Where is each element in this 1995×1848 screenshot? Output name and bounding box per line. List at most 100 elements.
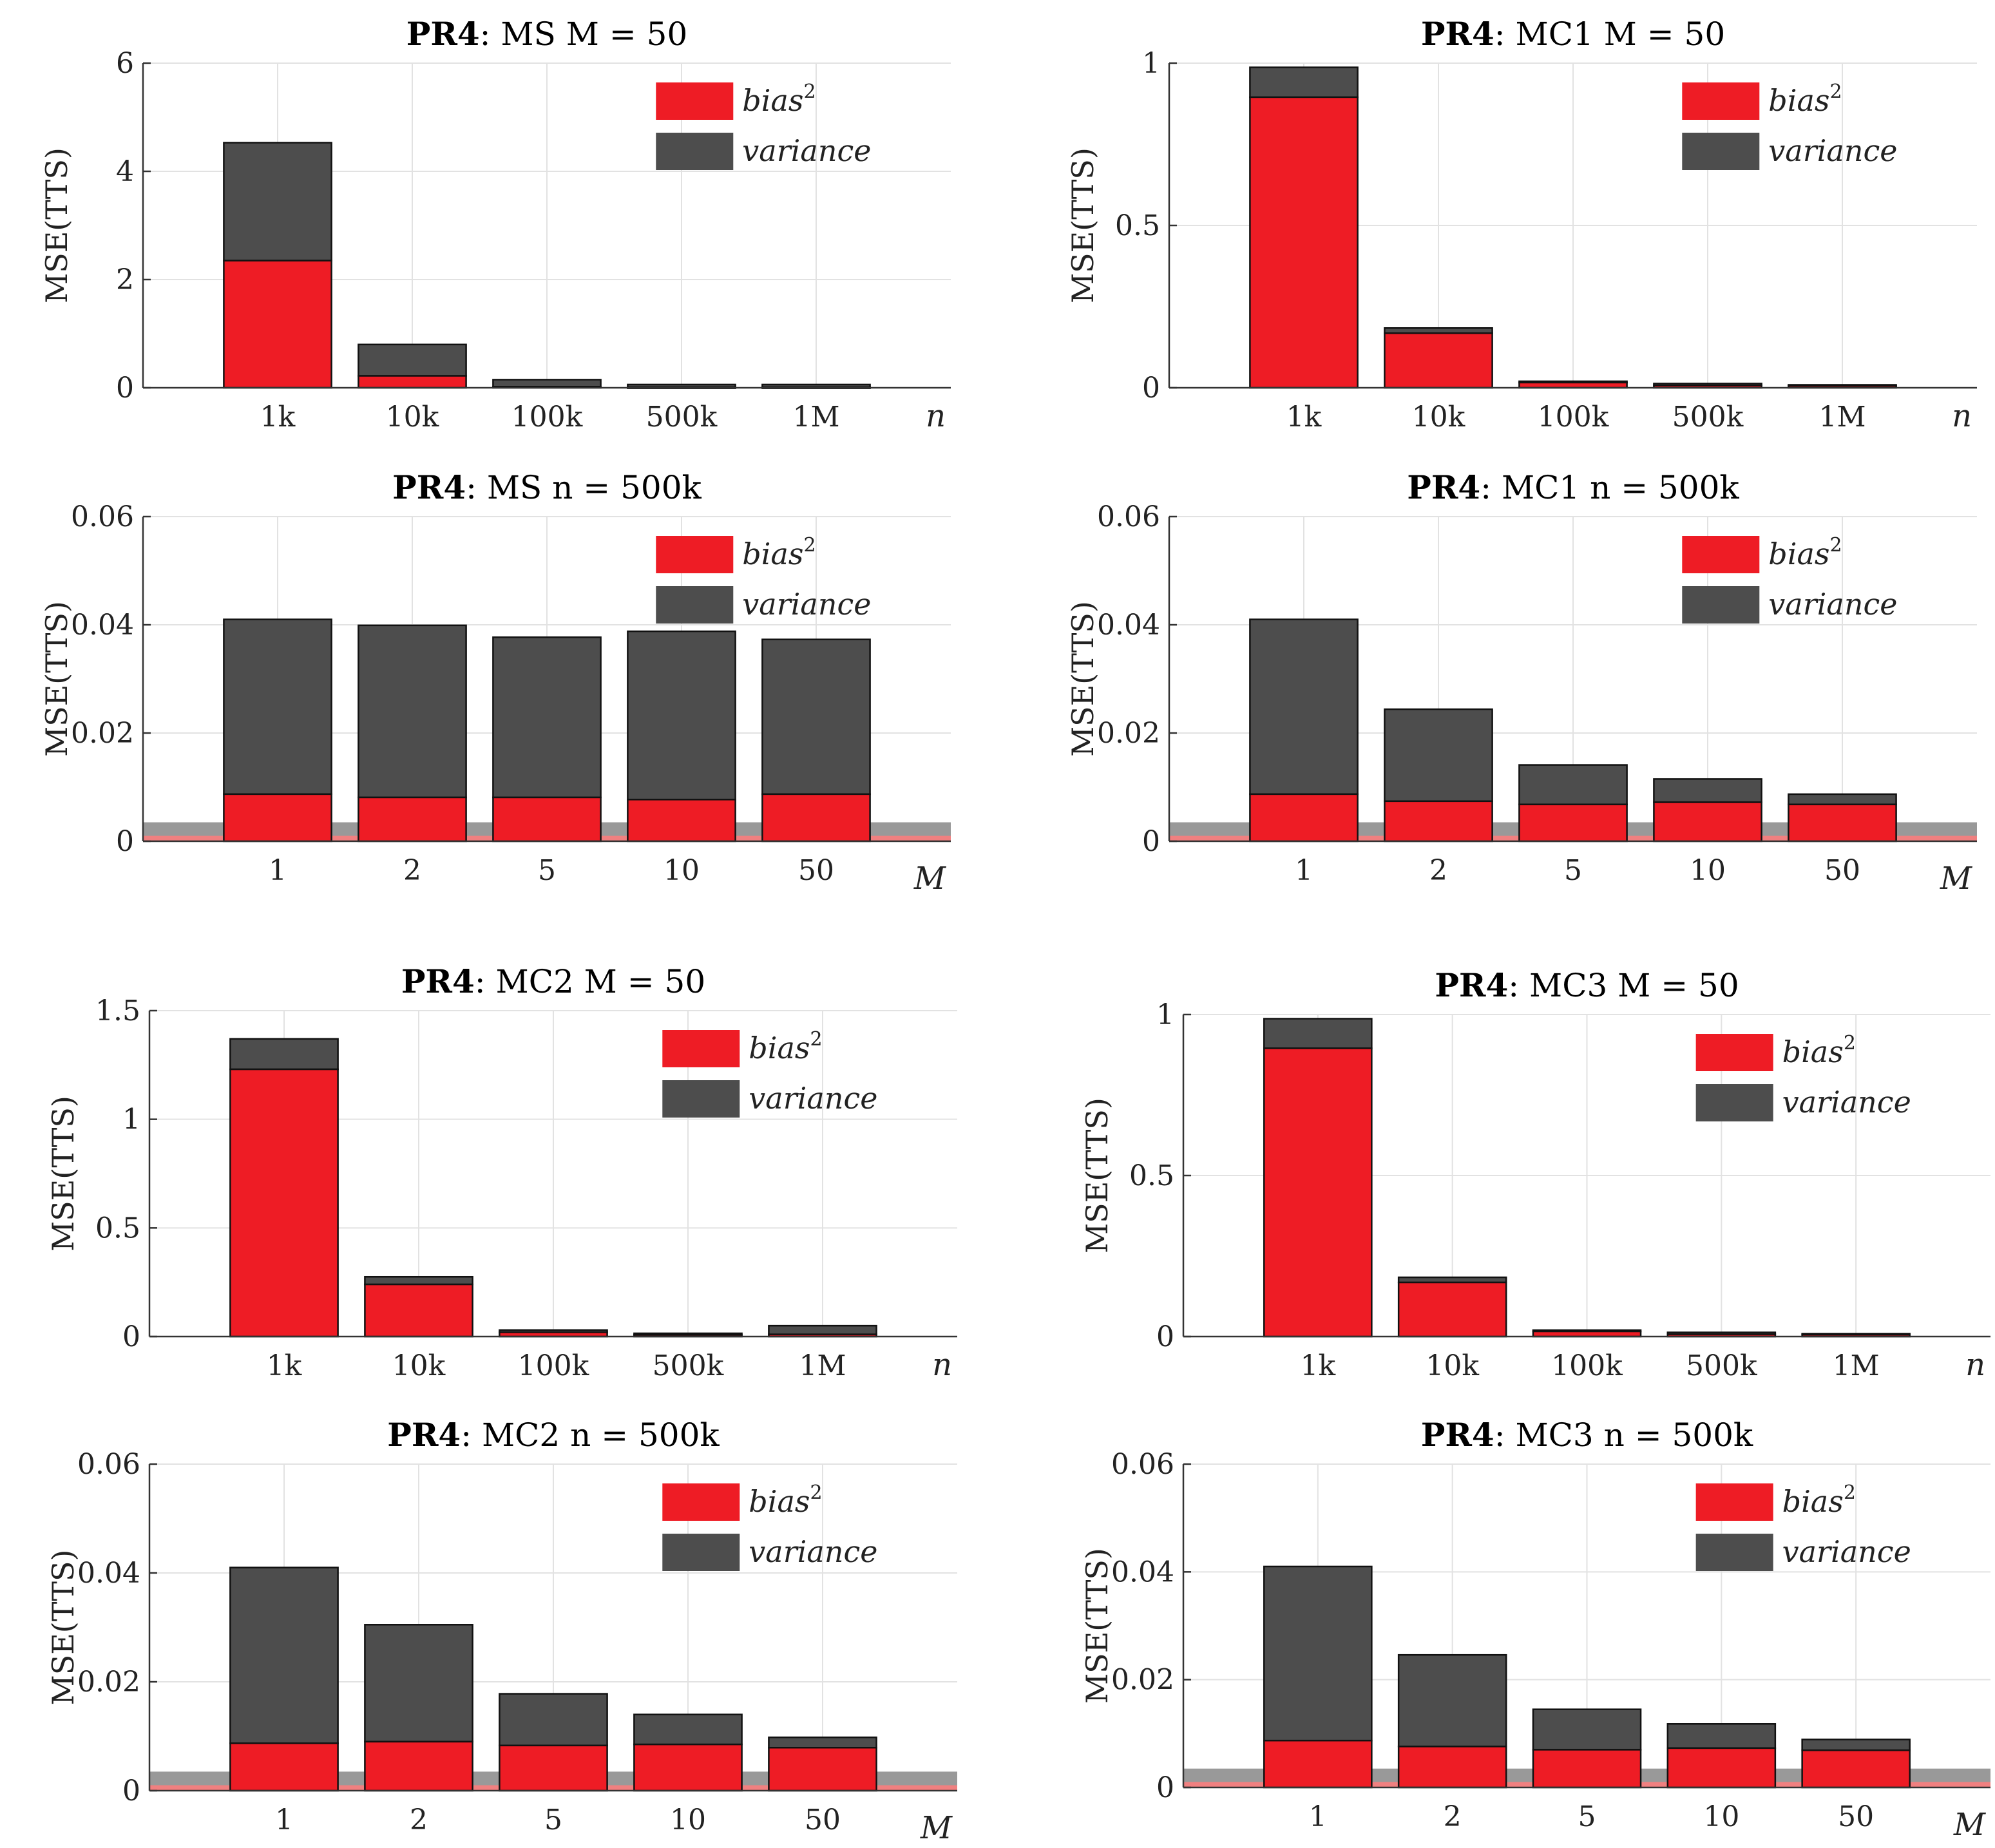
x-axis-variable: n <box>926 398 946 434</box>
x-tick-label: 5 <box>1578 1800 1596 1833</box>
x-tick-label: 10k <box>1426 1349 1479 1382</box>
legend-bias-label: bias2 <box>1768 534 1842 571</box>
bar-variance-2 <box>358 624 467 799</box>
chart-title: PR4: MS M = 50 <box>406 15 688 53</box>
x-tick-label: 100k <box>1538 401 1609 433</box>
bar-variance-10k <box>358 343 467 377</box>
legend-bias-swatch <box>656 536 734 573</box>
x-tick-label: 100k <box>518 1349 589 1382</box>
y-tick-label: 0 <box>1156 1320 1174 1353</box>
chart-title: PR4: MC1 M = 50 <box>1421 15 1725 53</box>
x-tick-label: 1k <box>260 401 296 433</box>
x-tick-label: 1k <box>267 1349 302 1382</box>
x-tick-label: 100k <box>511 401 583 433</box>
chart-title: PR4: MS n = 500k <box>392 468 702 506</box>
bar-variance-5 <box>492 636 602 799</box>
bar-variance-1 <box>223 618 332 795</box>
x-tick-label: 1M <box>792 401 839 433</box>
x-tick-label: 2 <box>1444 1800 1462 1833</box>
y-tick-label: 4 <box>116 155 134 188</box>
x-tick-label: 1k <box>1286 401 1322 433</box>
chart-title: PR4: MC2 n = 500k <box>387 1416 720 1454</box>
y-tick-label: 0.5 <box>95 1212 140 1244</box>
bar-bias-10k <box>358 375 467 389</box>
legend-variance-swatch <box>1682 586 1760 624</box>
bar-bias-50 <box>1801 1749 1911 1789</box>
x-tick-label: 10k <box>1412 401 1465 433</box>
y-tick-label: 0.02 <box>71 717 134 750</box>
chart-title: PR4: MC3 M = 50 <box>1435 966 1739 1004</box>
legend-variance-swatch <box>656 586 734 624</box>
y-tick-label: 1.5 <box>95 995 140 1027</box>
legend-variance-swatch <box>662 1080 740 1118</box>
legend-bias-label: bias2 <box>749 1481 822 1519</box>
bar-variance-1M <box>768 1324 877 1335</box>
x-tick-label: 500k <box>1686 1349 1757 1382</box>
x-tick-label: 1M <box>799 1349 846 1382</box>
chart-title: PR4: MC3 n = 500k <box>1421 1416 1753 1454</box>
bar-variance-10 <box>1653 778 1762 803</box>
bar-bias-50 <box>1788 803 1897 843</box>
x-tick-label: 1 <box>1295 854 1313 887</box>
legend-bias-label: bias2 <box>1782 1481 1856 1519</box>
chart-ms-M50: PR4: MS M = 50 1k 10k 100k 500k 1M 0 2 4 6 n MSE(TT… <box>39 15 951 434</box>
bar-variance-10 <box>627 630 736 801</box>
bar-variance-100k <box>492 379 602 388</box>
bar-variance-50 <box>1788 793 1897 806</box>
legend-variance-label: variance <box>1782 1085 1911 1119</box>
bar-bias-50 <box>768 1746 877 1792</box>
bar-variance-5 <box>1532 1708 1642 1751</box>
y-tick-label: 0.06 <box>71 500 134 533</box>
y-tick-label: 0.02 <box>1097 717 1160 750</box>
x-tick-label: 10 <box>1690 854 1726 887</box>
legend-bias-swatch <box>1682 536 1760 573</box>
bar-bias-1 <box>223 793 332 843</box>
x-tick-label: 5 <box>1564 854 1582 887</box>
legend: bias2 variance <box>662 1028 877 1118</box>
bar-bias-2 <box>1397 1746 1507 1789</box>
legend: bias2 variance <box>1695 1032 1911 1121</box>
bar-variance-1 <box>1263 1565 1373 1742</box>
y-tick-label: 0 <box>122 1320 140 1353</box>
bar-bias-5 <box>499 1744 608 1792</box>
y-tick-label: 0.06 <box>1097 500 1160 533</box>
chart-mc3-M50: PR4: MC3 M = 50 1k 10k 100k 500k 1M 0 0.5 1 n MSE(… <box>1080 966 1990 1383</box>
x-tick-label: 50 <box>805 1804 841 1836</box>
bar-bias-1 <box>229 1742 339 1792</box>
x-tick-label: 1 <box>275 1804 293 1836</box>
x-tick-label: 50 <box>1838 1800 1874 1833</box>
x-tick-label: 50 <box>1824 854 1860 887</box>
x-tick-label: 2 <box>410 1804 428 1836</box>
chart-mc2-n500k: PR4: MC2 n = 500k 1 2 5 10 50 0 0.02 0.04 0.06 M MS… <box>46 1416 957 1846</box>
legend-variance-label: variance <box>1768 587 1897 622</box>
legend-bias-label: bias2 <box>742 81 816 118</box>
chart-title: PR4: MC1 n = 500k <box>1407 468 1739 506</box>
legend: bias2 variance <box>1695 1481 1911 1571</box>
legend-variance-label: variance <box>742 587 871 622</box>
x-tick-label: 10 <box>663 854 700 887</box>
y-tick-label: 0.04 <box>1111 1556 1174 1588</box>
y-axis-label: MSE(TTS) <box>1080 1548 1114 1704</box>
y-tick-label: 0.06 <box>1111 1448 1174 1481</box>
bar-bias-1k <box>1249 96 1359 389</box>
bar-bias-2 <box>358 796 467 843</box>
bar-bias-1 <box>1263 1739 1373 1789</box>
x-tick-label: 10 <box>1703 1800 1739 1833</box>
legend-variance-swatch <box>1695 1534 1773 1571</box>
x-tick-label: 1M <box>1833 1349 1880 1382</box>
y-axis-label: MSE(TTS) <box>1065 148 1100 303</box>
bar-variance-2 <box>364 1624 473 1743</box>
bar-bias-1k <box>229 1068 339 1338</box>
legend-bias-swatch <box>1682 82 1760 120</box>
bar-bias-50 <box>761 793 871 843</box>
legend-variance-swatch <box>1695 1084 1773 1121</box>
bar-variance-50 <box>768 1736 877 1749</box>
chart-title: PR4: MC2 M = 50 <box>401 962 705 1000</box>
bar-variance-10 <box>633 1713 743 1746</box>
legend: bias2 variance <box>656 534 871 624</box>
legend: bias2 variance <box>1682 534 1897 624</box>
y-tick-label: 0.02 <box>77 1666 140 1699</box>
bar-variance-1k <box>1263 1018 1373 1049</box>
y-tick-label: 0 <box>1142 372 1160 405</box>
